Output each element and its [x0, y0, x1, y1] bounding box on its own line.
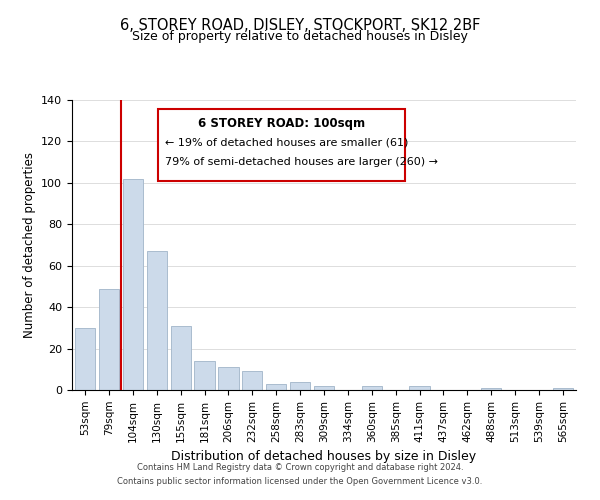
- Bar: [266, 384, 286, 390]
- Text: 6 STOREY ROAD: 100sqm: 6 STOREY ROAD: 100sqm: [197, 118, 365, 130]
- Y-axis label: Number of detached properties: Number of detached properties: [23, 152, 35, 338]
- Text: Size of property relative to detached houses in Disley: Size of property relative to detached ho…: [132, 30, 468, 43]
- Bar: [123, 178, 143, 390]
- Bar: [170, 326, 191, 390]
- Bar: [194, 361, 215, 390]
- X-axis label: Distribution of detached houses by size in Disley: Distribution of detached houses by size …: [172, 450, 476, 463]
- Bar: [146, 251, 167, 390]
- Text: Contains public sector information licensed under the Open Government Licence v3: Contains public sector information licen…: [118, 477, 482, 486]
- Bar: [553, 388, 573, 390]
- Bar: [242, 372, 262, 390]
- Bar: [99, 288, 119, 390]
- Bar: [218, 367, 239, 390]
- Bar: [362, 386, 382, 390]
- Bar: [481, 388, 502, 390]
- Bar: [290, 382, 310, 390]
- Text: Contains HM Land Registry data © Crown copyright and database right 2024.: Contains HM Land Registry data © Crown c…: [137, 464, 463, 472]
- Bar: [314, 386, 334, 390]
- Text: 79% of semi-detached houses are larger (260) →: 79% of semi-detached houses are larger (…: [165, 156, 438, 166]
- Bar: [75, 328, 95, 390]
- FancyBboxPatch shape: [158, 108, 404, 181]
- Bar: [409, 386, 430, 390]
- Text: ← 19% of detached houses are smaller (61): ← 19% of detached houses are smaller (61…: [165, 138, 409, 147]
- Text: 6, STOREY ROAD, DISLEY, STOCKPORT, SK12 2BF: 6, STOREY ROAD, DISLEY, STOCKPORT, SK12 …: [120, 18, 480, 32]
